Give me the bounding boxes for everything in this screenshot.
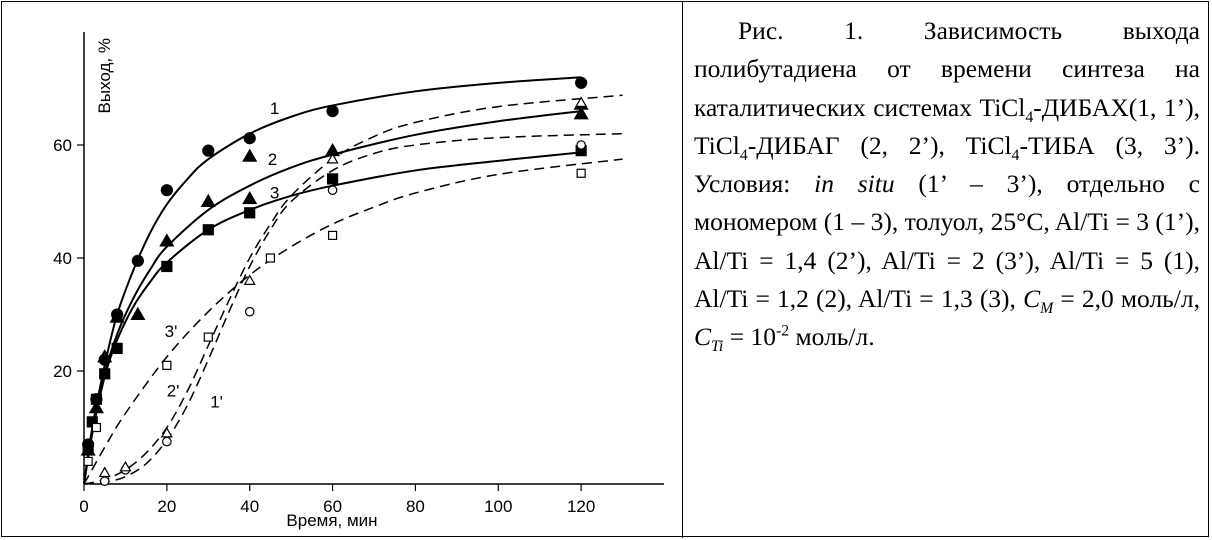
yield-vs-time-chart: 0 20 40 60 80 100 120 20 40 60 1 2 3 3' 2' 1' Время, м… <box>53 32 664 530</box>
caption-cti: C <box>694 322 712 352</box>
chart-panel: 0 20 40 60 80 100 120 20 40 60 1 2 3 3' 2' 1' Время, м… <box>2 2 682 538</box>
y-tick-label: 20 <box>53 362 72 381</box>
data-point <box>326 152 339 164</box>
chart-axes: 0 20 40 60 80 100 120 20 40 60 <box>53 32 664 516</box>
x-tick-label: 60 <box>323 497 342 516</box>
chart-markers <box>80 76 589 486</box>
caption-exponent: -2 <box>775 322 790 340</box>
data-point <box>83 456 93 466</box>
data-point <box>161 260 173 273</box>
data-point <box>244 207 256 219</box>
curve-label: 2' <box>167 381 180 400</box>
data-point <box>243 274 256 285</box>
series-curve-5 <box>83 94 623 485</box>
caption-cm-sub: M <box>1040 300 1054 318</box>
caption-in-situ: in situ <box>814 169 895 199</box>
data-point <box>202 224 214 236</box>
y-axis-label: Выход, % <box>95 38 114 113</box>
x-tick-label: 0 <box>79 497 88 516</box>
curve-label: 2 <box>268 150 277 169</box>
data-point <box>131 254 144 267</box>
data-point <box>119 460 132 472</box>
caption-text-6: = 10 <box>723 322 776 352</box>
data-point <box>327 230 338 240</box>
series-curve-4 <box>83 132 623 485</box>
data-point <box>159 233 175 247</box>
data-point <box>326 173 339 185</box>
caption-lead: Рис. 1. Зависимость выхода полибутадиена… <box>694 16 1200 122</box>
curve-label: 1' <box>210 393 223 412</box>
series-curve-2 <box>83 110 582 485</box>
data-point <box>243 132 256 145</box>
x-tick-label: 120 <box>567 497 595 516</box>
figure-caption: Рис. 1. Зависимость выхода полибутадиена… <box>694 12 1200 357</box>
data-point <box>98 466 111 478</box>
series-curve-3 <box>83 151 582 485</box>
caption-sub-3: 4 <box>1011 146 1020 164</box>
data-point <box>99 368 111 380</box>
data-point <box>82 441 94 453</box>
caption-panel: Рис. 1. Зависимость выхода полибутадиена… <box>694 12 1200 532</box>
caption-text-1: -ДИБАХ(1, 1’), TiCl <box>694 92 1200 160</box>
caption-sub-2: 4 <box>739 146 748 164</box>
caption-sub-1: 4 <box>1025 108 1034 126</box>
data-point <box>111 342 123 354</box>
x-axis-label: Время, мин <box>286 511 377 530</box>
data-point <box>575 96 588 107</box>
chart-curves <box>83 76 623 485</box>
data-point <box>573 106 589 120</box>
data-point <box>88 400 104 414</box>
panel-divider <box>682 2 683 538</box>
y-tick-label: 40 <box>53 249 72 268</box>
caption-text-2: -ДИБАГ (2, 2’), TiCl <box>747 130 1012 160</box>
series-curve-6 <box>83 158 623 485</box>
data-point <box>242 148 258 162</box>
chart-labels: 1 2 3 3' 2' 1' <box>165 99 280 412</box>
data-point <box>203 332 213 342</box>
curve-label: 3 <box>270 184 279 203</box>
data-point <box>576 140 586 150</box>
caption-text-5: = 2,0 моль/л, <box>1053 284 1200 314</box>
x-tick-label: 80 <box>406 497 425 516</box>
data-point <box>244 306 255 317</box>
data-point <box>327 185 338 195</box>
data-point <box>326 104 339 118</box>
data-point <box>162 436 172 447</box>
data-point <box>109 309 125 323</box>
data-point <box>242 190 258 205</box>
caption-text-3: -ТИБА (3, 3’). Условия: <box>694 130 1200 199</box>
x-tick-label: 20 <box>157 497 176 516</box>
x-tick-label: 40 <box>240 497 259 516</box>
caption-cti-sub: Ti <box>711 338 724 356</box>
data-point <box>90 393 103 405</box>
caption-text-4: (1’ – 3’), отдельно с мономером (1 – 3),… <box>694 169 1200 314</box>
caption-text-7: моль/л. <box>789 322 875 352</box>
x-tick-label: 100 <box>484 497 512 516</box>
data-point <box>99 476 110 486</box>
data-point <box>202 144 215 157</box>
data-point <box>130 306 146 320</box>
caption-cm: C <box>1023 284 1041 314</box>
data-point <box>160 184 173 197</box>
y-tick-label: 60 <box>53 136 72 155</box>
curve-label: 1 <box>270 99 279 118</box>
data-point <box>200 193 216 207</box>
data-point <box>91 422 102 433</box>
data-point <box>575 76 588 89</box>
data-point <box>265 253 276 263</box>
data-point <box>162 360 172 370</box>
series-curve-1 <box>83 76 582 485</box>
data-point <box>97 349 113 363</box>
data-point <box>576 168 586 178</box>
data-point <box>160 426 173 438</box>
curve-label: 3' <box>165 322 178 341</box>
